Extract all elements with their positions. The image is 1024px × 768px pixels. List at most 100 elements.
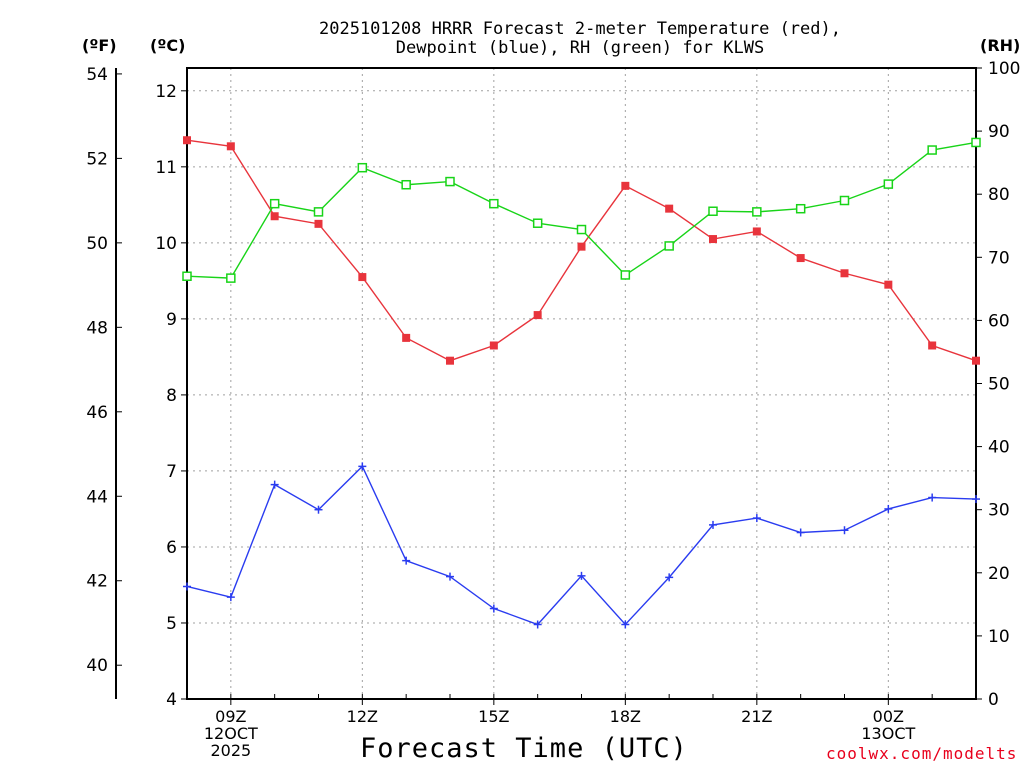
x-tick-label: 13OCT [861, 724, 915, 743]
dewpoint-line [186, 465, 977, 626]
rh-point [664, 241, 674, 251]
temperature-point [446, 356, 454, 365]
temperature-point [665, 204, 674, 213]
celsius-tick-label: 6 [166, 538, 177, 558]
rh-tick-label: 0 [988, 690, 999, 710]
rh-unit-label: (RH) [980, 36, 1021, 55]
temperature-point [358, 273, 367, 282]
fahrenheit-unit-label: (ºF) [82, 36, 117, 55]
rh-tick-label: 50 [988, 375, 1010, 395]
grid-lines [187, 68, 976, 699]
rh-point [752, 207, 762, 217]
rh-point [269, 198, 280, 209]
dewpoint-point [402, 556, 411, 565]
temperature-point [402, 333, 411, 342]
chart-title-line-2: Dewpoint (blue), RH (green) for KLWS [395, 38, 765, 58]
rh-tick-label: 90 [988, 122, 1010, 142]
temperature-point [533, 311, 542, 320]
celsius-tick-label: 5 [166, 614, 177, 634]
rh-point [927, 145, 937, 155]
dewpoint-series [183, 462, 980, 629]
dewpoint-point [665, 573, 674, 582]
dewpoint-point [446, 572, 454, 581]
rh-tick-label: 80 [988, 185, 1010, 205]
temperature-point [577, 242, 586, 251]
dewpoint-point [358, 462, 367, 471]
dewpoint-point [709, 520, 717, 529]
celsius-tick-label: 8 [166, 386, 177, 406]
temperature-point [840, 269, 849, 278]
x-tick-label: 12Z [347, 707, 378, 726]
rh-point [971, 137, 981, 148]
rh-point [226, 273, 236, 283]
celsius-tick-label: 7 [166, 462, 177, 482]
celsius-tick-label: 9 [166, 310, 177, 330]
dewpoint-point [796, 528, 805, 537]
temperature-point [226, 142, 235, 151]
fahrenheit-tick-label: 48 [86, 318, 108, 338]
dewpoint-point [752, 514, 761, 523]
rh-point [445, 176, 455, 187]
rh-point [401, 179, 411, 190]
dewpoint-point [314, 505, 323, 514]
fahrenheit-tick-label: 40 [86, 656, 108, 676]
fahrenheit-tick-label: 50 [86, 234, 108, 254]
x-tick-label: 09Z [215, 707, 246, 726]
temperature-point [183, 136, 191, 145]
rh-point [576, 224, 587, 235]
plot-frame [186, 67, 977, 700]
dewpoint-point [183, 582, 191, 591]
temperature-point [884, 280, 893, 289]
celsius-tick-label: 12 [155, 82, 177, 102]
dewpoint-point [489, 604, 498, 613]
rh-point [182, 271, 192, 281]
rh-tick-label: 10 [988, 627, 1010, 647]
fahrenheit-tick-label: 44 [86, 487, 108, 507]
celsius-tick-label: 4 [166, 690, 177, 710]
rh-point [883, 179, 894, 189]
dewpoint-point [577, 571, 586, 580]
temperature-point [928, 341, 937, 350]
fahrenheit-tick-label: 46 [86, 403, 108, 423]
x-tick-label: 2025 [210, 741, 251, 760]
rh-tick-label: 60 [988, 311, 1010, 331]
rh-point [795, 203, 806, 214]
dewpoint-point [972, 495, 980, 504]
rh-tick-label: 40 [988, 438, 1010, 458]
temperature-point [489, 341, 498, 350]
rh-point [313, 207, 324, 217]
x-tick-label: 21Z [741, 707, 772, 726]
temperature-point [314, 219, 323, 228]
fahrenheit-tick-label: 54 [86, 65, 108, 85]
dewpoint-point [621, 620, 630, 629]
x-tick-label: 00Z [873, 707, 904, 726]
dewpoint-point [928, 493, 937, 502]
rh-tick-label: 20 [988, 564, 1010, 584]
dewpoint-point [270, 480, 279, 489]
x-tick-label: 15Z [478, 707, 509, 726]
x-tick-label: 12OCT [204, 724, 258, 743]
rh-point [620, 270, 631, 280]
rh-tick-label: 100 [988, 59, 1020, 79]
credit-link[interactable]: coolwx.com/modelts [826, 744, 1018, 763]
fahrenheit-tick-label: 52 [86, 149, 108, 169]
temperature-point [270, 212, 279, 221]
dewpoint-point [226, 593, 235, 602]
temperature-series [183, 136, 980, 365]
rh-point [357, 162, 368, 173]
rh-tick-label: 30 [988, 501, 1010, 521]
fahrenheit-tick-label: 42 [86, 572, 108, 592]
rh-point [708, 206, 718, 216]
x-tick-label: 18Z [610, 707, 641, 726]
temperature-point [709, 235, 717, 244]
temperature-point [796, 254, 805, 263]
rh-tick-label: 70 [988, 248, 1010, 268]
rh-point [839, 195, 850, 206]
dewpoint-point [840, 526, 849, 535]
rh-point [489, 198, 499, 209]
chart-title-line-1: 2025101208 HRRR Forecast 2-meter Tempera… [319, 19, 841, 39]
dewpoint-point [884, 504, 893, 513]
celsius-tick-label: 11 [155, 158, 177, 178]
rh-line [186, 141, 977, 279]
